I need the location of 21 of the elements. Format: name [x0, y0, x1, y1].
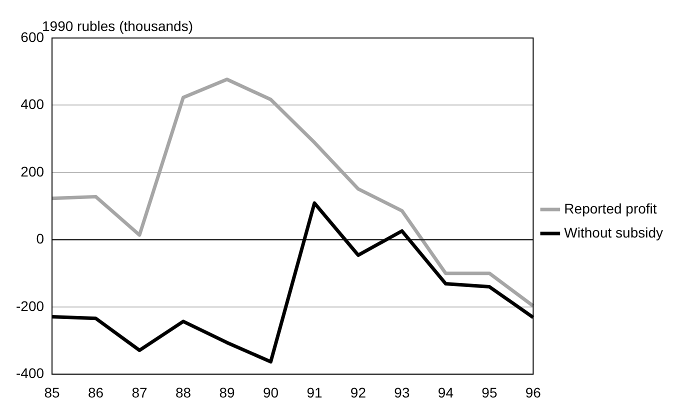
- x-tick-label: 95: [482, 384, 498, 400]
- y-axis-title: 1990 rubles (thousands): [42, 18, 194, 34]
- x-tick-label: 87: [132, 384, 148, 400]
- x-tick-label: 85: [44, 384, 60, 400]
- y-tick-label: 600: [20, 28, 44, 45]
- x-tick-label: 88: [175, 384, 192, 400]
- x-tick-label: 86: [88, 384, 104, 400]
- legend-label: Without subsidy: [564, 224, 664, 240]
- y-tick-label: 400: [20, 96, 44, 112]
- x-tick-label: 90: [262, 384, 279, 400]
- y-tick-label: -400: [16, 365, 44, 382]
- x-tick-label: 93: [394, 384, 410, 400]
- y-tick-label: -200: [16, 298, 44, 314]
- x-tick-label: 91: [306, 384, 322, 400]
- y-tick-label: 0: [36, 230, 44, 247]
- x-tick-label: 96: [525, 384, 542, 400]
- y-tick-label: 200: [20, 163, 44, 180]
- legend-label: Reported profit: [564, 200, 657, 216]
- x-tick-label: 94: [438, 384, 454, 400]
- x-tick-label: 89: [219, 384, 235, 400]
- x-tick-label: 92: [350, 384, 366, 400]
